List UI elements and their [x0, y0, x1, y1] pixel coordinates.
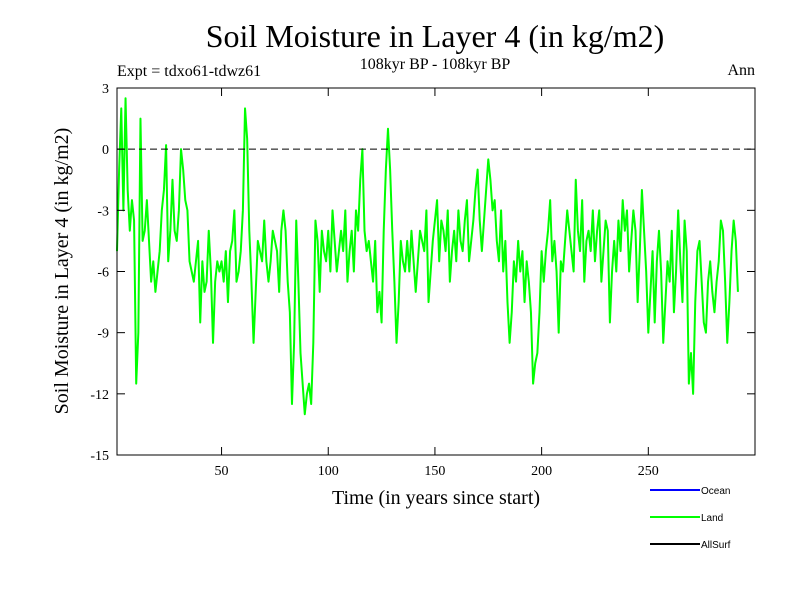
- y-tick-label: -6: [97, 266, 109, 281]
- experiment-label: Expt = tdxo61-tdwz61: [117, 63, 261, 80]
- plot-area: 3 0 -3 -6 -9 -12 -15 50 100 150 200 250: [90, 82, 756, 479]
- legend-label-ocean: Ocean: [701, 486, 730, 497]
- plot-frame: [116, 87, 756, 456]
- x-tick-label: 250: [638, 464, 659, 479]
- period-label: Ann: [727, 62, 755, 79]
- chart-subtitle: 108kyr BP - 108kyr BP: [360, 56, 511, 73]
- legend-label-allsurf: AllSurf: [701, 540, 731, 551]
- y-tick-label: -9: [97, 327, 109, 342]
- y-tick-label: 0: [102, 143, 109, 158]
- y-tick-label: -15: [90, 449, 109, 464]
- legend-label-land: Land: [701, 513, 723, 524]
- y-axis-label: Soil Moisture in Layer 4 (in kg/m2): [51, 128, 73, 415]
- y-tick-label: 3: [102, 82, 109, 97]
- y-tick-label: -3: [97, 204, 109, 219]
- x-tick-label: 50: [215, 464, 229, 479]
- x-tick-label: 100: [318, 464, 339, 479]
- chart-title: Soil Moisture in Layer 4 (in kg/m2): [206, 18, 665, 54]
- y-tick-label: -12: [90, 388, 109, 403]
- x-tick-label: 200: [531, 464, 552, 479]
- legend: Ocean Land AllSurf: [650, 486, 731, 551]
- x-tick-label: 150: [424, 464, 445, 479]
- x-axis-label: Time (in years since start): [332, 487, 540, 509]
- series-line-land: [116, 97, 739, 416]
